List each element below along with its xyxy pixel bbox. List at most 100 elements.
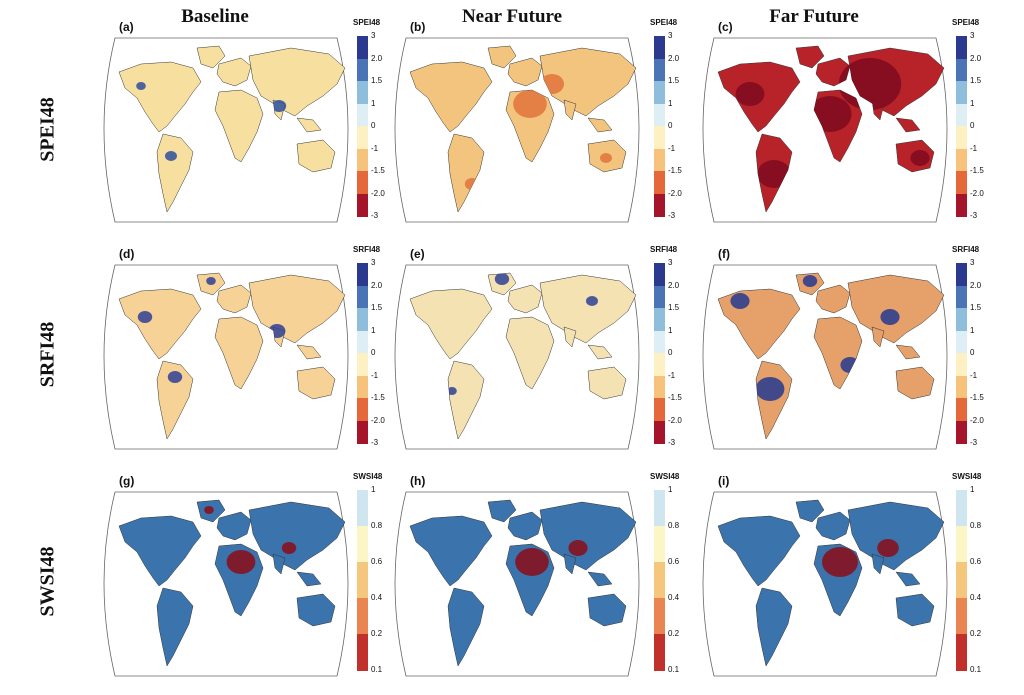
colorbar-segment <box>357 375 368 399</box>
colorbar-tick-label: 0.8 <box>371 521 383 530</box>
colorbar-segment <box>357 634 368 671</box>
continent-north-america <box>118 288 202 360</box>
colorbar-segment <box>654 490 665 527</box>
hotspot <box>755 377 785 401</box>
colorbar-tick-label: -1 <box>371 143 379 153</box>
continent-india <box>563 553 577 575</box>
colorbar-tick-label: -2.0 <box>668 415 682 425</box>
colorbar-segment <box>654 308 665 331</box>
hotspot <box>226 550 256 574</box>
colorbar-tick-label: 0.1 <box>668 665 680 674</box>
colorbar-segment <box>956 36 967 59</box>
colorbar-segment <box>357 126 368 149</box>
colorbar-tick-label: 0.6 <box>668 557 680 566</box>
continent-europe <box>216 284 252 314</box>
row-title-spei48: SPEI48 <box>36 97 59 162</box>
continent-se-asia <box>895 344 921 360</box>
continent-north-america <box>717 515 801 587</box>
colorbar-tick-label: -1 <box>668 143 676 153</box>
colorbar-segment <box>654 353 665 376</box>
colorbar-tick-label: -2.0 <box>970 188 984 198</box>
continent-se-asia <box>895 571 921 587</box>
colorbar-segment <box>654 36 665 59</box>
colorbar-title: SWSI48 <box>650 472 680 481</box>
colorbar-segment <box>357 598 368 635</box>
colorbar-tick-label: 1.5 <box>668 303 680 312</box>
colorbar-tick-label: 1.5 <box>371 303 383 312</box>
colorbar-title: SWSI48 <box>353 472 383 481</box>
colorbar-segment <box>956 375 967 399</box>
colorbar-tick-label: 1 <box>371 98 376 108</box>
map-panel-spei48-far-future: (c) <box>692 20 990 228</box>
colorbar-tick-label: 0 <box>668 121 673 130</box>
colorbar-tick-label: -1 <box>371 370 379 380</box>
colorbar-tick-label: 3 <box>970 258 975 267</box>
colorbar-segment <box>956 148 967 172</box>
colorbar-segment <box>357 263 368 286</box>
colorbar-tick-label: -1.5 <box>371 166 385 175</box>
colorbar-tick-label: -1.5 <box>668 166 682 175</box>
hotspot <box>600 153 612 163</box>
colorbar-tick-label: 0.4 <box>970 593 982 602</box>
world-map <box>394 491 640 677</box>
hotspot <box>515 548 549 576</box>
colorbar-tick-label: -2.0 <box>371 188 385 198</box>
hotspot <box>735 82 765 106</box>
colorbar-segment <box>357 58 368 82</box>
colorbar-segment <box>654 598 665 635</box>
colorbar-title: SRFI48 <box>952 245 980 254</box>
continent-north-america <box>118 61 202 133</box>
colorbar-tick-label: 1 <box>970 325 975 335</box>
colorbar-segment <box>357 193 368 217</box>
hotspot <box>494 273 510 285</box>
colorbar-segment <box>956 330 967 354</box>
colorbar-tick-label: 0.8 <box>668 521 680 530</box>
continent-india <box>563 326 577 348</box>
colorbar-title: SPEI48 <box>353 18 381 27</box>
colorbar-segment <box>654 285 665 309</box>
colorbar-swsi48 <box>956 490 967 671</box>
colorbar-tick-label: 2.0 <box>371 280 383 290</box>
colorbar-segment <box>357 353 368 376</box>
colorbar-tick-label: 3 <box>371 31 376 40</box>
colorbar-segment <box>956 126 967 149</box>
column-title-far-future: Far Future <box>769 6 859 27</box>
world-map <box>394 37 640 223</box>
continent-se-asia <box>587 117 613 133</box>
map-panel-swsi48-baseline: (g) <box>93 474 391 682</box>
colorbar-tick-label: 0.1 <box>970 665 982 674</box>
colorbar-tick-label: 0 <box>668 348 673 357</box>
colorbar-tick-label: 1.5 <box>970 303 982 312</box>
colorbar-tick-label: 1 <box>668 98 673 108</box>
colorbar-tick-label: 1.5 <box>970 76 982 85</box>
continent-greenland <box>795 499 825 523</box>
colorbar-title: SRFI48 <box>353 245 381 254</box>
panel-label: (f) <box>718 247 730 261</box>
colorbar-tick-label: -1 <box>668 370 676 380</box>
continent-asia <box>539 274 637 344</box>
continent-australia <box>587 593 627 627</box>
world-map <box>702 491 948 677</box>
map-panel-srfi48-near-future: (e) <box>384 247 682 455</box>
world-map <box>103 491 349 677</box>
hotspot <box>586 296 598 306</box>
colorbar-segment <box>654 103 665 127</box>
map-panel-spei48-near-future: (b) <box>384 20 682 228</box>
continent-north-america <box>409 288 493 360</box>
continent-asia <box>539 501 637 571</box>
world-map <box>103 264 349 450</box>
colorbar-segment <box>654 398 665 421</box>
continent-north-america <box>409 515 493 587</box>
map-panel-swsi48-far-future: (i) <box>692 474 990 682</box>
colorbar-segment <box>357 330 368 354</box>
colorbar-tick-label: -2.0 <box>970 415 984 425</box>
colorbar-segment <box>357 171 368 194</box>
continent-asia <box>847 501 945 571</box>
colorbar-tick-label: -3 <box>668 438 676 447</box>
colorbar-tick-label: -1.5 <box>970 393 984 402</box>
colorbar-segment <box>956 398 967 421</box>
colorbar-tick-label: 0.2 <box>668 629 680 638</box>
continent-asia <box>248 501 346 571</box>
continent-australia <box>587 366 627 400</box>
colorbar-title: SPEI48 <box>650 18 678 27</box>
